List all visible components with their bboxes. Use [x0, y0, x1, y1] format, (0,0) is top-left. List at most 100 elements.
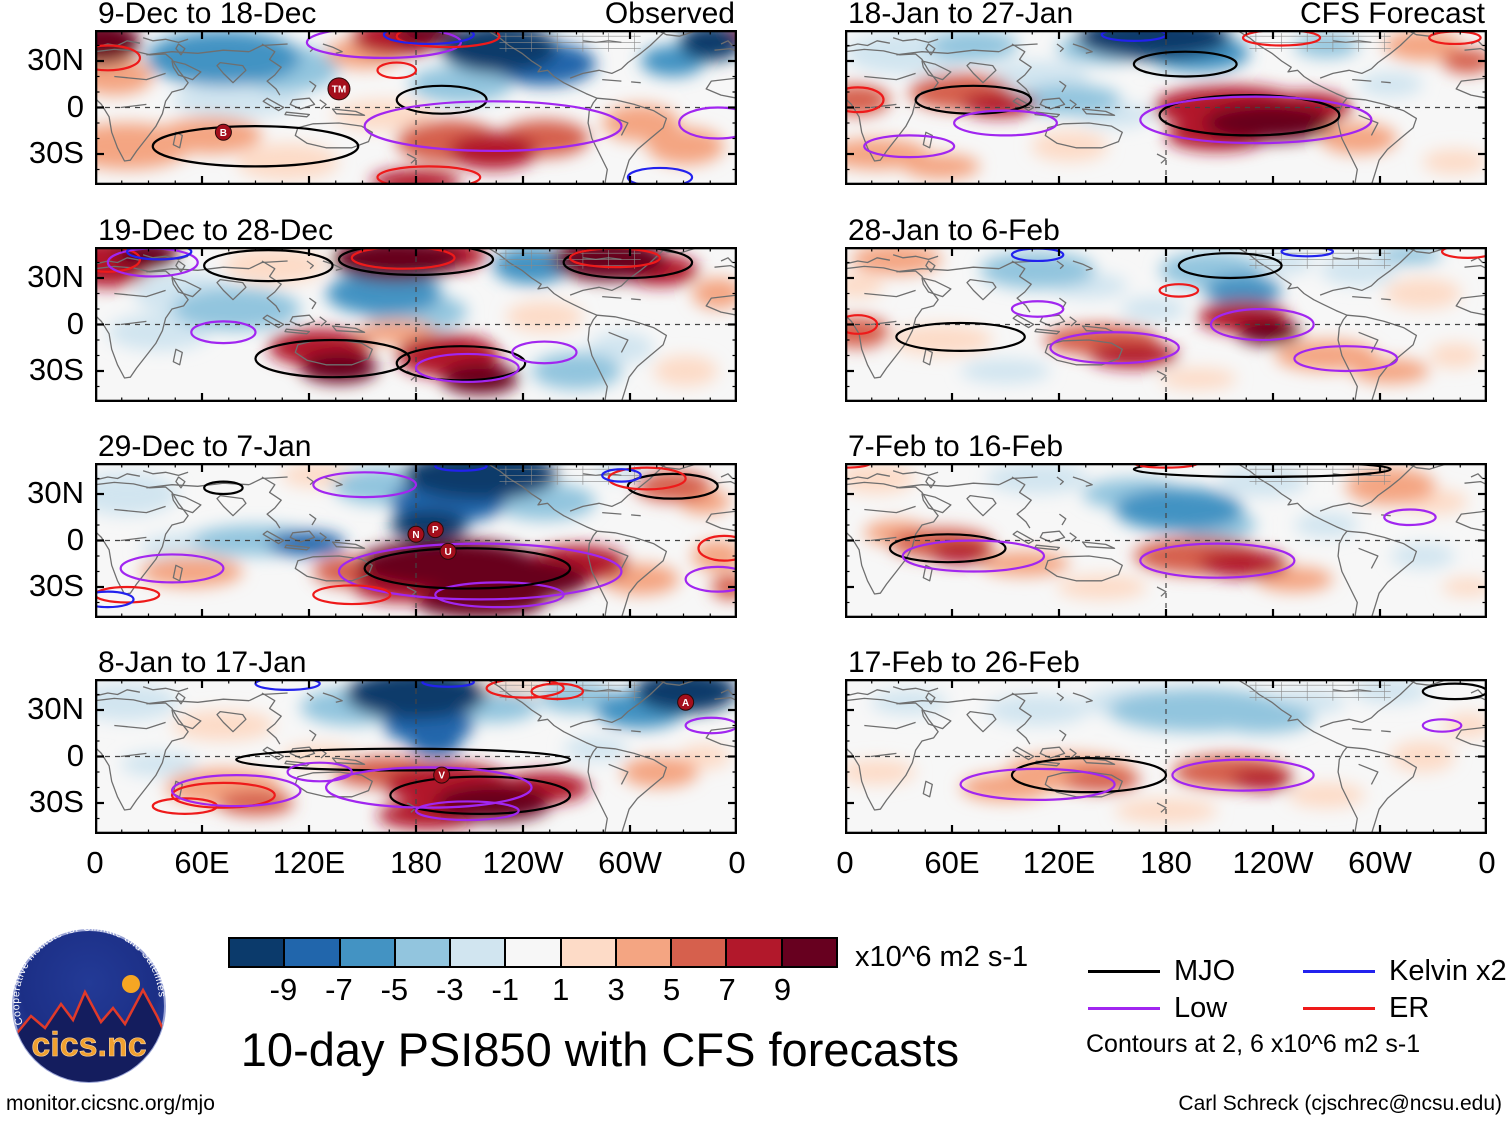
- legend-label: Kelvin x2: [1389, 955, 1507, 987]
- legend-item: Kelvin x2: [1303, 955, 1510, 988]
- cyclone-marker: B: [214, 123, 232, 141]
- panel-title: 18-Jan to 27-Jan: [848, 0, 1074, 30]
- legend-line-swatch: [1088, 1007, 1160, 1010]
- legend-line-swatch: [1088, 970, 1160, 973]
- lon-tick-label: 120W: [482, 845, 564, 880]
- cyclone-marker: P: [426, 521, 444, 539]
- map-plot: [845, 679, 1487, 834]
- map-plot: [845, 463, 1487, 618]
- map-plot: [845, 30, 1487, 185]
- map-plot: AV: [95, 679, 737, 834]
- svg-text:U: U: [444, 547, 451, 558]
- lon-tick-label: 60E: [174, 845, 230, 880]
- legend-label: MJO: [1174, 955, 1236, 987]
- lon-tick-label: 0: [728, 845, 746, 880]
- logo-ridge-line: [13, 987, 165, 1039]
- legend-item: MJO: [1088, 955, 1303, 988]
- colorbar-swatch: [395, 939, 452, 966]
- lat-tick-label: 0: [66, 521, 84, 557]
- map-panel: 7-Feb to 16-Feb: [845, 431, 1487, 618]
- lat-tick-label: 30S: [28, 568, 84, 603]
- column-header: Observed: [604, 0, 735, 30]
- colorbar-swatch: [230, 939, 286, 966]
- colorbar-swatch: [506, 939, 562, 966]
- lat-tick-label: 0: [66, 305, 84, 341]
- footer-url: monitor.cicsnc.org/mjo: [6, 1092, 215, 1115]
- lon-tick-label: 120E: [1022, 845, 1096, 880]
- svg-text:V: V: [438, 771, 445, 782]
- lat-tick-label: 30N: [27, 42, 84, 77]
- colorbar-swatch: [727, 939, 783, 966]
- legend-label: Low: [1174, 992, 1228, 1024]
- colorbar-tick-label: -9: [269, 972, 298, 1007]
- lat-tick-label: 0: [66, 737, 84, 773]
- cyclone-marker: U: [439, 542, 457, 560]
- lon-tick-label: 0: [86, 845, 104, 880]
- column-header: CFS Forecast: [1299, 0, 1485, 30]
- colorbar-tick-label: 9: [773, 972, 792, 1007]
- map-plot: N PU: [95, 463, 737, 618]
- legend-note: Contours at 2, 6 x10^6 m2 s-1: [1086, 1030, 1421, 1058]
- figure-title: 10-day PSI850 with CFS forecasts: [240, 1023, 960, 1076]
- map-panel: 29-Dec to 7-Jan N P U: [95, 431, 737, 618]
- contour-legend: MJO Kelvin x2 Low ER: [1088, 953, 1510, 1027]
- map-plot: TM B: [95, 30, 737, 185]
- lon-tick-label: 60E: [924, 845, 980, 880]
- panel-title: 7-Feb to 16-Feb: [848, 430, 1064, 463]
- colorbar-swatch: [672, 939, 728, 966]
- lat-tick-label: 0: [66, 88, 84, 124]
- colorbar-swatch: [285, 939, 341, 966]
- lat-tick-label: 30N: [27, 475, 84, 510]
- map-panel: 9-Dec to 18-Dec Observed TM B: [95, 0, 737, 185]
- map-plot: [845, 247, 1487, 402]
- colorbar: [228, 937, 838, 968]
- footer-credit: Carl Schreck (cjschrec@ncsu.edu): [1178, 1092, 1502, 1115]
- lon-tick-label: 0: [836, 845, 854, 880]
- logo-wordmark: cics.nc: [31, 1026, 146, 1064]
- lon-tick-label: 180: [390, 845, 442, 880]
- map-panel: 19-Dec to 28-Dec: [95, 215, 737, 402]
- legend-line-swatch: [1303, 970, 1375, 973]
- panel-title: 9-Dec to 18-Dec: [98, 0, 317, 30]
- colorbar-tick-label: -5: [380, 972, 409, 1007]
- colorbar-swatch: [340, 939, 396, 966]
- lon-tick-label: 120W: [1232, 845, 1314, 880]
- colorbar-swatch: [451, 939, 507, 966]
- svg-text:B: B: [220, 128, 227, 139]
- cyclone-marker: A: [677, 693, 695, 711]
- panel-title: 28-Jan to 6-Feb: [848, 214, 1060, 247]
- panel-title: 29-Dec to 7-Jan: [98, 430, 312, 463]
- cyclone-marker: V: [433, 766, 451, 784]
- colorbar-tick-label: -1: [491, 972, 520, 1007]
- lon-tick-label: 0: [1478, 845, 1496, 880]
- colorbar-tick-label: 1: [552, 972, 570, 1007]
- map-panel: 8-Jan to 17-Jan A V: [95, 647, 737, 834]
- colorbar-unit: x10^6 m2 s-1: [855, 941, 1029, 973]
- legend-item: ER: [1303, 992, 1510, 1025]
- legend-label: ER: [1389, 992, 1430, 1024]
- lat-tick-label: 30S: [28, 784, 84, 819]
- svg-text:A: A: [682, 698, 689, 709]
- legend-line-swatch: [1303, 1007, 1375, 1010]
- colorbar-tick-label: 3: [607, 972, 625, 1007]
- map-panel: 28-Jan to 6-Feb: [845, 215, 1487, 402]
- lon-tick-label: 180: [1140, 845, 1192, 880]
- lon-tick-label: 120E: [272, 845, 346, 880]
- lon-tick-label: 60W: [598, 845, 662, 880]
- colorbar-swatch: [782, 939, 836, 966]
- logo-mountains-icon: [13, 990, 165, 1082]
- map-panel: 18-Jan to 27-Jan CFS Forecast: [845, 0, 1487, 185]
- lat-tick-label: 30N: [27, 691, 84, 726]
- panel-title: 17-Feb to 26-Feb: [848, 646, 1080, 679]
- map-plot: [95, 247, 737, 402]
- legend-item: Low: [1088, 992, 1303, 1025]
- lat-tick-label: 30S: [28, 352, 84, 387]
- lat-tick-label: 30S: [28, 135, 84, 170]
- logo-sun-icon: [122, 975, 140, 993]
- svg-text:TM: TM: [332, 84, 346, 95]
- map-panel: 17-Feb to 26-Feb: [845, 647, 1487, 834]
- colorbar-swatch: [616, 939, 673, 966]
- cyclone-marker: N: [407, 525, 425, 543]
- colorbar-swatch: [561, 939, 617, 966]
